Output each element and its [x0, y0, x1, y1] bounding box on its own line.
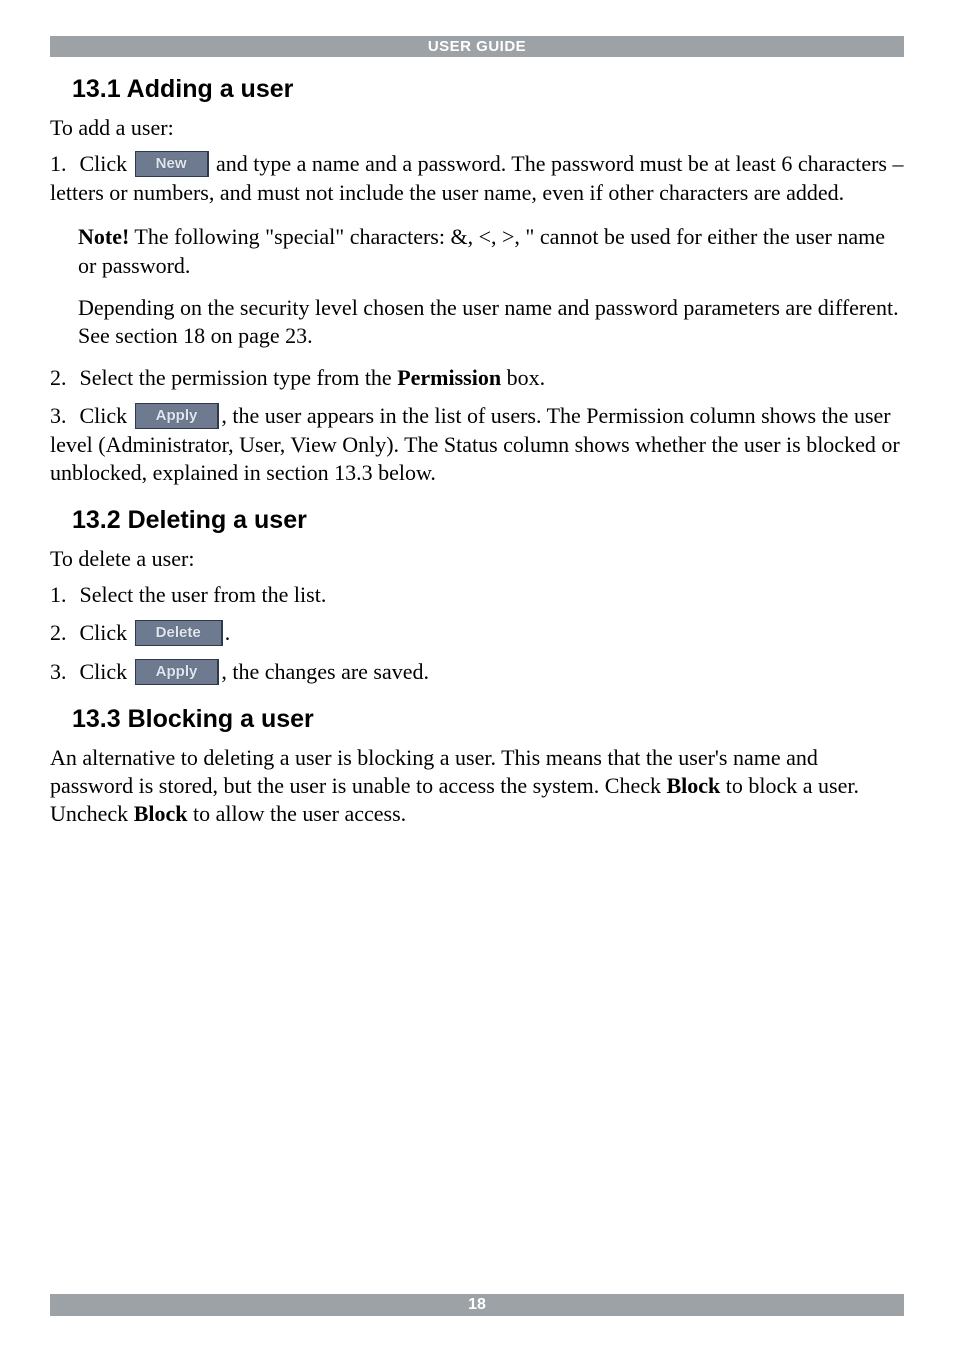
- section-13-2-intro: To delete a user:: [50, 545, 904, 573]
- delete-button[interactable]: Delete: [135, 620, 223, 646]
- footer-bar: 18: [50, 1294, 904, 1316]
- step-text: Click: [80, 403, 133, 428]
- apply-button[interactable]: Apply: [135, 403, 220, 429]
- para-text: to allow the user access.: [187, 801, 406, 826]
- step-text: Click: [80, 659, 133, 684]
- page: USER GUIDE 13.1 Adding a user To add a u…: [0, 0, 954, 1352]
- step-number: 3.: [50, 402, 74, 430]
- block-label: Block: [666, 773, 720, 798]
- apply-button[interactable]: Apply: [135, 659, 220, 685]
- step-number: 2.: [50, 619, 74, 647]
- step-text: Select the permission type from the: [80, 365, 398, 390]
- step-text: Select the user from the list.: [80, 582, 327, 607]
- section-13-3-title: 13.3 Blocking a user: [72, 705, 904, 734]
- step-13-1-2: 2. Select the permission type from the P…: [50, 364, 904, 392]
- note-text: The following "special" characters: &, <…: [78, 224, 885, 277]
- permission-label: Permission: [397, 365, 501, 390]
- note-label: Note!: [78, 224, 129, 249]
- step-text: .: [225, 620, 231, 645]
- section-13-1-title: 13.1 Adding a user: [72, 75, 904, 104]
- step-text: Click: [80, 620, 133, 645]
- new-button[interactable]: New: [135, 151, 209, 177]
- note-block: Note! The following "special" characters…: [78, 223, 904, 279]
- step-13-2-2: 2. Click Delete.: [50, 619, 904, 648]
- page-number: 18: [468, 1296, 486, 1313]
- step-13-1-3: 3. Click Apply, the user appears in the …: [50, 402, 904, 487]
- section-13-3-para: An alternative to deleting a user is blo…: [50, 744, 904, 828]
- header-bar: USER GUIDE: [50, 36, 904, 57]
- section-13-2-title: 13.2 Deleting a user: [72, 506, 904, 535]
- block-label: Block: [134, 801, 188, 826]
- step-number: 2.: [50, 364, 74, 392]
- step-13-2-3: 3. Click Apply, the changes are saved.: [50, 658, 904, 687]
- step-number: 3.: [50, 658, 74, 686]
- step-number: 1.: [50, 581, 74, 609]
- section-13-1-intro: To add a user:: [50, 114, 904, 142]
- step-13-1-1: 1. Click New and type a name and a passw…: [50, 150, 904, 207]
- step-number: 1.: [50, 150, 74, 178]
- step-text: box.: [501, 365, 545, 390]
- header-title: USER GUIDE: [428, 38, 526, 55]
- step-text: Click: [80, 151, 128, 176]
- step-13-2-1: 1. Select the user from the list.: [50, 581, 904, 609]
- step-text: , the changes are saved.: [221, 659, 429, 684]
- security-note: Depending on the security level chosen t…: [78, 294, 904, 350]
